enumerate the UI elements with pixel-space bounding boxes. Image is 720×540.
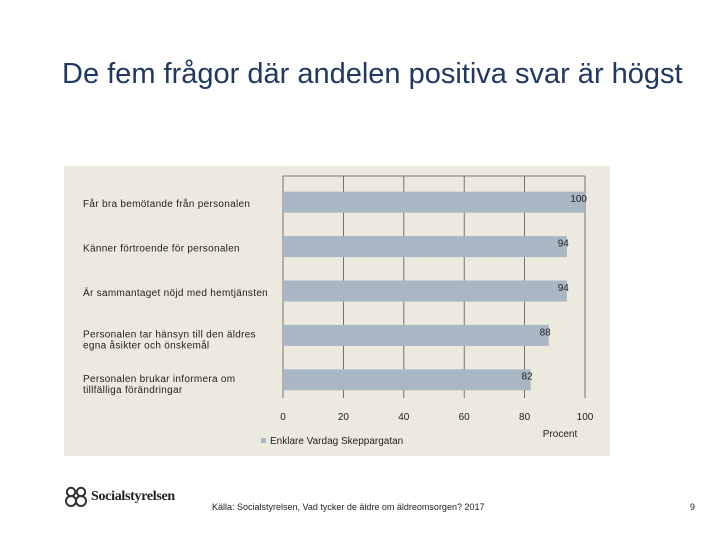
data-label: 82: [522, 372, 534, 383]
category-label-line: egna åsikter och önskemål: [83, 339, 209, 351]
socialstyrelsen-logo-icon: [65, 486, 87, 507]
category-label: Känner förtroende för personalen: [83, 244, 240, 255]
category-label: Personalen tar hänsyn till den äldres egn…: [83, 329, 256, 351]
x-tick-label: 60: [459, 412, 471, 423]
source-note: Källa: Socialstyrelsen, Vad tycker de äl…: [212, 502, 485, 512]
category-label-line: Känner förtroende för personalen: [83, 244, 240, 255]
bars: 100 94 94 88 82: [283, 191, 587, 391]
category-labels: Får bra bemötande från personalen Känner …: [83, 198, 268, 396]
chart-panel: 100 94 94 88 82 Får bra bemötande från perso…: [64, 166, 610, 456]
bar: [283, 280, 567, 302]
category-label-line: Personalen tar hänsyn till den äldres: [83, 329, 256, 340]
data-label: 100: [570, 194, 587, 205]
x-axis-label: Procent: [543, 429, 578, 440]
socialstyrelsen-logo: Socialstyrelsen: [64, 486, 175, 508]
legend-swatch: [261, 438, 266, 443]
page-number: 9: [690, 502, 696, 512]
legend: Enklare Vardag Skeppargatan: [261, 436, 403, 447]
x-tick-label: 40: [398, 412, 410, 423]
data-label: 94: [558, 283, 570, 294]
category-label-line: Får bra bemötande från personalen: [83, 198, 250, 210]
x-tick-label: 80: [519, 412, 531, 423]
x-tick-label: 20: [338, 412, 350, 423]
x-axis: 0 20 40 60 80 100 Procent: [280, 412, 594, 440]
data-label: 94: [558, 239, 570, 250]
category-label: Får bra bemötande från personalen: [83, 198, 250, 210]
category-label-line: Är sammantaget nöjd med hemtjänsten: [83, 287, 268, 299]
category-label-line: Personalen brukar informera om: [83, 374, 235, 385]
logo-text: Socialstyrelsen: [91, 489, 175, 504]
bar: [283, 236, 567, 258]
bar-chart: 100 94 94 88 82 Får bra bemötande från perso…: [83, 175, 594, 447]
data-label: 88: [540, 327, 552, 338]
category-label: Personalen brukar informera om tillfällig…: [83, 374, 235, 396]
x-tick-label: 0: [280, 412, 286, 423]
page-title: De fem frågor där andelen positiva svar …: [62, 58, 683, 90]
category-label-line: tillfälliga förändringar: [83, 385, 183, 396]
bar: [283, 369, 531, 391]
legend-label: Enklare Vardag Skeppargatan: [270, 436, 403, 447]
category-label: Är sammantaget nöjd med hemtjänsten: [83, 287, 268, 299]
bar: [283, 324, 549, 346]
x-tick-label: 100: [577, 412, 594, 423]
bar: [283, 191, 585, 213]
